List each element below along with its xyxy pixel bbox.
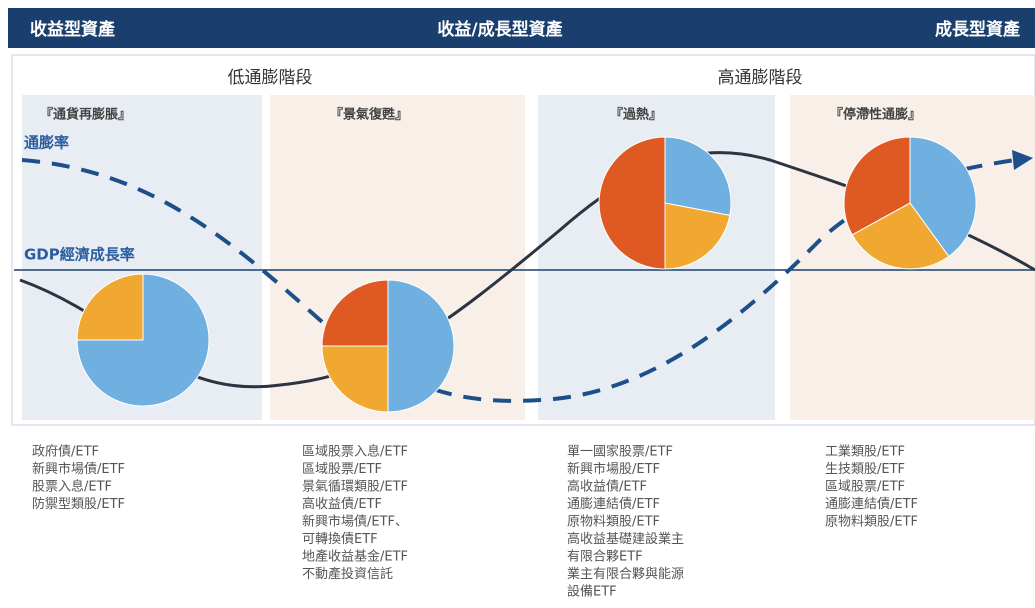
pie-slice bbox=[851, 202, 950, 270]
asset-item: 區域股票入息/ETF bbox=[302, 444, 408, 460]
asset-item: 原物料類股/ETF bbox=[825, 515, 918, 530]
asset-item: 股票入息/ETF bbox=[32, 479, 112, 495]
asset-item: 業主有限合夥與能源 bbox=[567, 566, 684, 582]
asset-item: 高收益債/ETF bbox=[567, 479, 647, 495]
header-label: 成長型資產 bbox=[935, 19, 1020, 40]
asset-item: 設備ETF bbox=[567, 584, 617, 600]
column-label: 『通貨再膨脹』 bbox=[40, 107, 131, 123]
pie-slice bbox=[321, 279, 389, 347]
pie-slice bbox=[664, 202, 731, 270]
asset-item: 防禦型類股/ETF bbox=[32, 496, 125, 512]
column-label: 『景氣復甦』 bbox=[330, 107, 408, 123]
pie-slice bbox=[843, 136, 911, 236]
header-label: 收益/成長型資產 bbox=[437, 19, 562, 40]
phase-label: 高通膨階段 bbox=[718, 68, 803, 88]
header-bar bbox=[8, 8, 1035, 48]
asset-item: 新興市場股/ETF bbox=[567, 461, 660, 477]
asset-item: 新興市場債/ETF bbox=[32, 461, 125, 477]
phase-label: 低通膨階段 bbox=[228, 68, 313, 88]
asset-item: 工業類股/ETF bbox=[825, 444, 905, 460]
asset-item: 區域股票/ETF bbox=[825, 480, 905, 495]
asset-item: 新興市場債/ETF、 bbox=[302, 514, 408, 530]
arrow-head bbox=[1012, 150, 1033, 170]
asset-item: 生技類股/ETF bbox=[825, 462, 905, 477]
pie-slice bbox=[76, 273, 144, 341]
asset-item: 有限合夥ETF bbox=[567, 550, 643, 565]
asset-item: 地產收益基金/ETF bbox=[302, 549, 408, 565]
asset-item: 原物料類股/ETF bbox=[567, 515, 660, 530]
asset-item: 區域股票/ETF bbox=[302, 462, 382, 477]
pie-slice bbox=[321, 345, 389, 413]
pie-slice bbox=[598, 136, 666, 270]
pie-slice bbox=[387, 279, 455, 413]
asset-item: 政府債/ETF bbox=[32, 445, 99, 460]
asset-item: 單一國家股票/ETF bbox=[567, 444, 673, 460]
asset-item: 不動產投資信託 bbox=[302, 566, 393, 582]
column-label: 『停滯性通膨』 bbox=[830, 107, 921, 123]
pie-slice bbox=[664, 136, 732, 216]
inflation-label: 通膨率 bbox=[24, 134, 69, 152]
asset-item: 通膨連結債/ETF bbox=[567, 497, 660, 512]
asset-item: 高收益債/ETF bbox=[302, 496, 382, 512]
column-label: 『過熱』 bbox=[610, 107, 662, 123]
asset-item: 通膨連結債/ETF bbox=[825, 497, 918, 512]
asset-item: 景氣循環類股/ETF bbox=[302, 480, 408, 495]
gdp-label: GDP經濟成長率 bbox=[24, 246, 135, 264]
asset-item: 可轉換債ETF bbox=[302, 532, 378, 547]
header-label: 收益型資產 bbox=[30, 19, 115, 40]
pie-slice bbox=[76, 273, 210, 407]
asset-item: 高收益基礎建設業主 bbox=[567, 531, 684, 547]
pie-slice bbox=[909, 136, 977, 258]
